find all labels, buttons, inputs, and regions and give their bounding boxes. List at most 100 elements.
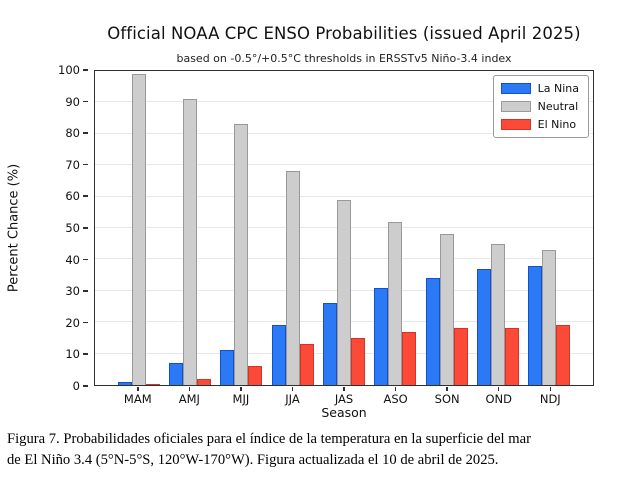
chart-subtitle: based on -0.5°/+0.5°C thresholds in ERSS… — [176, 52, 512, 65]
gridline-90 — [95, 101, 593, 103]
legend-swatch-la-nina — [500, 83, 531, 94]
x-tick-mark — [549, 387, 552, 391]
bar-la-nina-aso — [374, 287, 389, 385]
bar-neutral-jja — [285, 171, 300, 385]
x-tick-label-aso: ASO — [370, 387, 422, 406]
y-tick-label-100: 100 — [58, 63, 80, 77]
bar-el-nino-amj — [196, 378, 211, 385]
bar-neutral-jas — [336, 199, 351, 385]
x-tick-mark — [137, 387, 139, 391]
bar-neutral-ndj — [542, 249, 557, 385]
bar-la-nina-ndj — [528, 265, 543, 385]
legend-item-el-nino: El Nino — [500, 118, 579, 131]
y-tick-mark-30 — [83, 290, 88, 292]
bar-el-nino-son — [453, 328, 468, 385]
caption-line-2: de El Niño 3.4 (5°N-5°S, 120°W-170°W). F… — [7, 451, 499, 468]
x-tick-text: ASO — [383, 392, 408, 406]
x-tick-mark — [497, 387, 500, 391]
bar-la-nina-jja — [271, 325, 286, 385]
x-tick-label-ndj: NDJ — [525, 387, 577, 406]
legend-label-neutral: Neutral — [537, 100, 579, 113]
x-tick-text: OND — [485, 392, 512, 406]
bar-el-nino-ndj — [556, 325, 571, 385]
bar-la-nina-ond — [476, 268, 491, 385]
y-tick-mark-40 — [83, 258, 88, 261]
x-tick-label-amj: AMJ — [164, 387, 216, 406]
x-tick-mark — [188, 387, 191, 391]
bar-el-nino-aso — [402, 331, 417, 385]
bar-la-nina-jas — [322, 303, 337, 385]
x-axis: MAM AMJ MJJ JJA JAS ASO SON OND NDJ — [94, 387, 594, 406]
y-tick-mark-60 — [83, 195, 88, 197]
legend-label-la-nina: La Nina — [537, 82, 579, 95]
legend-item-neutral: Neutral — [500, 100, 579, 113]
y-tick-mark-50 — [83, 227, 88, 229]
y-tick-mark-70 — [83, 163, 88, 166]
bar-group-mjj — [216, 71, 267, 385]
legend-swatch-neutral — [500, 101, 531, 112]
bar-group-amj — [164, 71, 215, 385]
bar-group-mam — [113, 71, 164, 385]
x-tick-mark — [343, 387, 345, 391]
x-tick-text: JAS — [334, 392, 354, 406]
bar-neutral-aso — [388, 221, 403, 385]
bar-groups — [95, 71, 593, 385]
bar-group-jja — [267, 71, 318, 385]
bar-el-nino-ond — [504, 328, 519, 385]
x-tick-mark — [291, 387, 294, 391]
bar-el-nino-jja — [299, 344, 314, 385]
bar-la-nina-amj — [168, 363, 183, 385]
caption-line-1: Figura 7. Probabilidades oficiales para … — [7, 431, 531, 447]
x-tick-label-son: SON — [421, 387, 473, 406]
x-tick-text: SON — [434, 392, 460, 406]
y-tick-label-90: 90 — [65, 94, 80, 109]
y-tick-label-50: 50 — [65, 221, 80, 235]
chart-title: Official NOAA CPC ENSO Probabilities (is… — [107, 24, 581, 43]
x-tick-label-mjj: MJJ — [215, 387, 267, 406]
y-tick-label-80: 80 — [65, 126, 80, 141]
y-tick-label-10: 10 — [65, 347, 80, 362]
bar-group-aso — [370, 71, 421, 385]
bar-la-nina-mam — [117, 381, 132, 385]
gridline-70 — [95, 164, 593, 166]
y-axis: 0 10 20 30 40 50 60 70 80 90 100 — [48, 63, 88, 393]
figure-caption: Figura 7. Probabilidades oficiales para … — [7, 429, 617, 471]
legend: La Nina Neutral El Nino — [492, 75, 589, 138]
bar-el-nino-mjj — [248, 366, 263, 385]
x-tick-label-jas: JAS — [318, 387, 370, 406]
x-tick-mark — [394, 387, 397, 391]
bar-group-jas — [318, 71, 369, 385]
bar-group-ond — [472, 71, 523, 385]
bar-group-ndj — [524, 71, 575, 385]
y-tick-label-70: 70 — [65, 157, 80, 172]
bar-la-nina-mjj — [220, 350, 235, 385]
bar-neutral-son — [439, 234, 454, 385]
y-axis-label: Percent Chance (%) — [6, 163, 22, 293]
y-tick-mark-100 — [83, 69, 88, 71]
bar-neutral-amj — [182, 99, 197, 385]
x-tick-mark — [240, 387, 242, 391]
x-axis-label: Season — [321, 405, 367, 420]
x-tick-text: JJA — [285, 392, 300, 406]
legend-label-el-nino: El Nino — [537, 118, 577, 131]
legend-swatch-el-nino — [500, 119, 531, 130]
x-tick-text: MJJ — [232, 392, 250, 406]
gridline-60 — [95, 195, 593, 197]
bar-neutral-mjj — [234, 124, 249, 385]
bar-el-nino-mam — [145, 383, 160, 385]
legend-item-la-nina: La Nina — [500, 82, 579, 95]
x-tick-text: MAM — [123, 392, 152, 406]
bar-neutral-ond — [490, 243, 505, 385]
y-tick-label-60: 60 — [65, 189, 80, 204]
y-tick-mark-0 — [83, 385, 88, 387]
gridline-80 — [95, 132, 593, 134]
bar-la-nina-son — [425, 278, 440, 385]
y-tick-mark-80 — [83, 132, 88, 134]
plot-area: La Nina Neutral El Nino — [94, 70, 594, 386]
y-tick-label-40: 40 — [65, 252, 80, 267]
y-tick-mark-20 — [83, 321, 88, 324]
y-tick-mark-90 — [83, 100, 88, 103]
x-tick-mark — [446, 387, 448, 391]
y-tick-mark-10 — [83, 353, 88, 355]
x-tick-label-jja: JJA — [267, 387, 319, 406]
